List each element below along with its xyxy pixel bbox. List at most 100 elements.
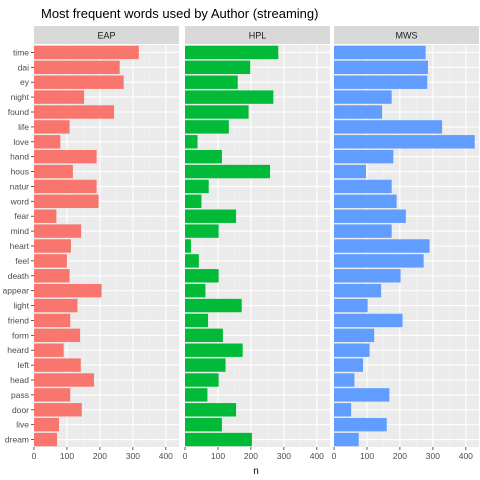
bar-mws-night: [334, 90, 392, 103]
bar-hpl-natur: [185, 180, 209, 193]
bar-hpl-hand: [185, 150, 222, 163]
y-tick-label: heart: [10, 241, 30, 251]
x-tick-label: 300: [126, 451, 140, 461]
y-axis: time dai ey night found life love hand hous natur…: [3, 47, 34, 444]
chart-title: Most frequent words used by Author (stre…: [41, 6, 318, 21]
y-tick-label: found: [8, 107, 30, 117]
bar-mws-found: [334, 105, 382, 118]
bar-eap-life: [34, 120, 70, 133]
bar-mws-dai: [334, 61, 428, 74]
bar-mws-door: [334, 403, 351, 416]
y-tick-label: death: [8, 271, 30, 281]
bar-mws-mind: [334, 224, 392, 237]
y-tick-label: head: [10, 375, 29, 385]
bar-eap-fear: [34, 210, 56, 223]
x-tick-label: 400: [310, 451, 324, 461]
x-axis-title: n: [253, 466, 259, 477]
bar-eap-mind: [34, 224, 81, 237]
bar-hpl-love: [185, 135, 198, 148]
bar-mws-live: [334, 418, 387, 431]
bar-hpl-door: [185, 403, 236, 416]
y-tick-label: love: [13, 137, 29, 147]
bar-eap-hous: [34, 165, 73, 178]
bar-eap-door: [34, 403, 82, 416]
bar-hpl-feel: [185, 254, 199, 267]
bar-hpl-heard: [185, 344, 243, 357]
facet-strip-label: MWS: [396, 31, 418, 41]
bar-mws-friend: [334, 314, 403, 327]
bar-hpl-light: [185, 299, 242, 312]
y-tick-label: form: [12, 330, 29, 340]
facet-panels: EAP 0 100 200 300 400 HPL 0 100 200 300 400 MWS 0 100 2…: [32, 26, 479, 461]
y-tick-label: appear: [3, 286, 30, 296]
bar-eap-dream: [34, 433, 57, 446]
bar-eap-feel: [34, 254, 67, 267]
bar-hpl-life: [185, 120, 229, 133]
bar-hpl-mind: [185, 224, 219, 237]
y-tick-label: hous: [11, 167, 29, 177]
y-tick-label: heard: [7, 345, 29, 355]
bar-eap-friend: [34, 314, 70, 327]
bar-eap-time: [34, 46, 139, 59]
bar-mws-fear: [334, 210, 406, 223]
bar-eap-death: [34, 269, 70, 282]
bar-eap-word: [34, 195, 99, 208]
x-tick-label: 100: [211, 451, 225, 461]
bar-hpl-live: [185, 418, 222, 431]
bar-eap-heard: [34, 344, 64, 357]
bar-mws-life: [334, 120, 442, 133]
y-tick-label: light: [13, 301, 29, 311]
x-tick-label: 200: [93, 451, 107, 461]
bar-hpl-head: [185, 373, 219, 386]
panel-eap: EAP 0 100 200 300 400: [32, 26, 179, 461]
y-tick-label: live: [16, 420, 29, 430]
y-tick-label: feel: [15, 256, 29, 266]
bar-eap-pass: [34, 388, 70, 401]
x-tick-label: 200: [244, 451, 258, 461]
y-tick-label: dream: [5, 435, 29, 445]
bar-hpl-friend: [185, 314, 208, 327]
bar-eap-form: [34, 329, 80, 342]
bar-hpl-dai: [185, 61, 250, 74]
bar-mws-time: [334, 46, 426, 59]
bar-mws-word: [334, 195, 397, 208]
y-tick-label: time: [13, 47, 29, 57]
bar-hpl-appear: [185, 284, 205, 297]
y-tick-label: pass: [11, 390, 29, 400]
bar-mws-left: [334, 358, 363, 371]
y-tick-label: hand: [10, 152, 29, 162]
bar-mws-feel: [334, 254, 424, 267]
y-tick-label: dai: [18, 62, 29, 72]
bar-hpl-ey: [185, 76, 238, 89]
bar-hpl-found: [185, 105, 249, 118]
y-tick-label: door: [12, 405, 29, 415]
bar-eap-light: [34, 299, 78, 312]
x-tick-label: 300: [277, 451, 291, 461]
bar-hpl-pass: [185, 388, 207, 401]
bar-mws-love: [334, 135, 475, 148]
bar-hpl-death: [185, 269, 219, 282]
bar-mws-dream: [334, 433, 359, 446]
bar-mws-pass: [334, 388, 389, 401]
y-tick-label: night: [11, 92, 30, 102]
bar-eap-appear: [34, 284, 102, 297]
bar-hpl-heart: [185, 239, 191, 252]
x-tick-label: 0: [183, 451, 188, 461]
bar-mws-natur: [334, 180, 392, 193]
bar-mws-heard: [334, 344, 370, 357]
bar-hpl-left: [185, 358, 226, 371]
y-tick-label: fear: [14, 211, 29, 221]
x-tick-label: 300: [426, 451, 440, 461]
y-tick-label: ey: [20, 77, 30, 87]
bar-hpl-night: [185, 90, 273, 103]
x-tick-label: 400: [159, 451, 173, 461]
bar-hpl-time: [185, 46, 278, 59]
bar-mws-hand: [334, 150, 393, 163]
y-tick-label: word: [10, 196, 30, 206]
y-tick-label: natur: [10, 181, 30, 191]
bar-hpl-form: [185, 329, 223, 342]
y-tick-label: left: [18, 360, 30, 370]
x-tick-label: 100: [360, 451, 374, 461]
x-tick-label: 200: [393, 451, 407, 461]
bar-mws-form: [334, 329, 374, 342]
